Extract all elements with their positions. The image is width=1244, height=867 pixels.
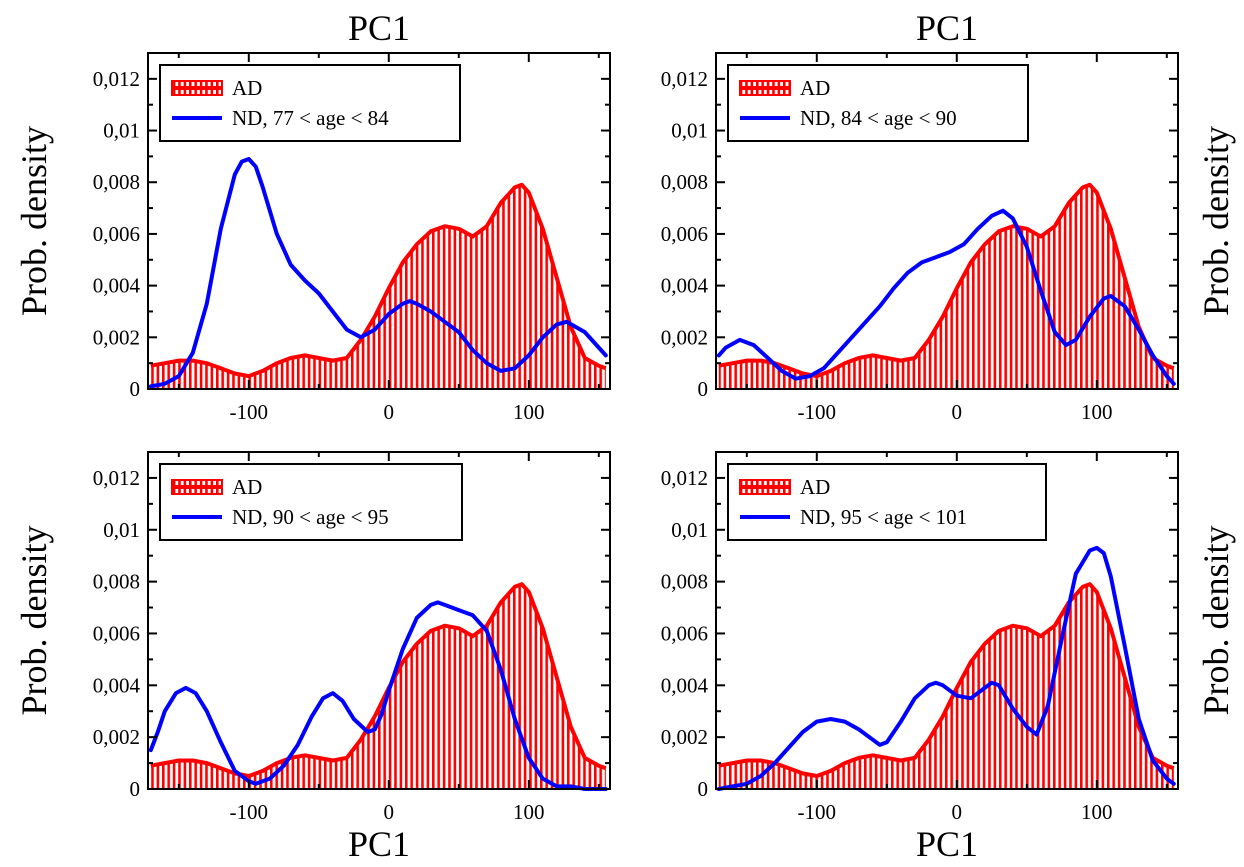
- legend: AD ND, 95 < age < 101: [727, 463, 1047, 541]
- y-tick-label: 0,01: [103, 119, 140, 143]
- nd-line: [716, 545, 1176, 791]
- x-tick-label: 0: [384, 800, 395, 824]
- x-tick-label: -100: [230, 400, 269, 424]
- x-axis-label: PC1: [348, 824, 410, 864]
- nd-line: [148, 600, 608, 791]
- y-tick-label: 0,008: [93, 170, 140, 194]
- y-tick-label: 0,002: [93, 725, 140, 749]
- chart-panel-3: 0 0,002 0,004 0,006 0,008 0,01 0,012 -100 0 100 PC…: [14, 451, 611, 864]
- chart-title: PC1: [348, 8, 410, 48]
- legend-ad-label: AD: [232, 475, 262, 499]
- y-tick-label: 0,002: [661, 325, 708, 349]
- y-tick-label: 0,008: [661, 570, 708, 594]
- plot-frame: [147, 52, 611, 390]
- y-tick-label: 0,006: [93, 222, 140, 246]
- plot-frame: [147, 451, 611, 790]
- y-tick-label: 0,008: [661, 170, 708, 194]
- ad-area: [150, 184, 606, 389]
- legend-box: [159, 463, 463, 541]
- x-tick-label: -100: [798, 800, 837, 824]
- y-tick-label: 0,004: [661, 673, 709, 697]
- legend-nd-label: ND, 84 < age < 90: [800, 106, 957, 130]
- x-tick-label: -100: [230, 800, 269, 824]
- y-tick-label: 0,01: [671, 518, 708, 542]
- y-tick-label: 0: [130, 777, 141, 801]
- chart-panel-1: 0 0,002 0,004 0,006 0,008 0,01 0,012 -100 0 100 PC…: [14, 8, 611, 424]
- y-axis-label: Prob. density: [14, 126, 54, 316]
- ad-line: [150, 182, 607, 379]
- legend-ad-label: AD: [800, 475, 830, 499]
- plot-frame: [715, 52, 1179, 390]
- ad-area: [150, 584, 606, 789]
- y-tick-label: 0,012: [93, 67, 140, 91]
- y-tick-label: 0: [130, 377, 141, 401]
- legend-nd-label: ND, 90 < age < 95: [232, 505, 389, 529]
- x-axis-label: PC1: [916, 824, 978, 864]
- legend-box: [727, 463, 1047, 541]
- y-tick-label: 0,01: [103, 518, 140, 542]
- x-tick-label: 100: [513, 400, 545, 424]
- legend-nd-label: ND, 77 < age < 84: [232, 106, 389, 130]
- y-axis-label: Prob. density: [1196, 126, 1236, 316]
- chart-panel-4: 0 0,002 0,004 0,006 0,008 0,01 0,012 -100 0 100 PC…: [661, 451, 1236, 864]
- x-tick-label: 0: [952, 800, 963, 824]
- x-tick-label: 0: [952, 400, 963, 424]
- legend-box: [159, 64, 461, 142]
- y-tick-label: 0,012: [93, 466, 140, 490]
- ad-line: [718, 182, 1175, 379]
- y-tick-label: 0,01: [671, 119, 708, 143]
- y-tick-label: 0,006: [93, 621, 140, 645]
- legend-ad-label: AD: [800, 76, 830, 100]
- legend-ad-label: AD: [232, 76, 262, 100]
- legend-box: [727, 64, 1029, 142]
- legend: AD ND, 77 < age < 84: [159, 64, 461, 142]
- y-tick-label: 0: [698, 777, 709, 801]
- y-axis-label: Prob. density: [1196, 525, 1236, 715]
- legend: AD ND, 84 < age < 90: [727, 64, 1029, 142]
- nd-line: [716, 208, 1176, 386]
- plot-frame: [715, 451, 1179, 790]
- ad-line: [718, 582, 1175, 778]
- y-tick-label: 0,004: [661, 274, 709, 298]
- legend: AD ND, 90 < age < 95: [159, 463, 463, 541]
- y-tick-label: 0,002: [93, 325, 140, 349]
- x-tick-label: 100: [513, 800, 545, 824]
- x-tick-label: -100: [798, 400, 837, 424]
- y-tick-label: 0,004: [93, 274, 141, 298]
- y-tick-label: 0,002: [661, 725, 708, 749]
- y-tick-label: 0: [698, 377, 709, 401]
- chart-panel-2: 0 0,002 0,004 0,006 0,008 0,01 0,012 -100 0 100 PC…: [661, 8, 1236, 424]
- x-tick-label: 100: [1081, 800, 1113, 824]
- y-tick-label: 0,008: [93, 570, 140, 594]
- y-tick-label: 0,012: [661, 67, 708, 91]
- nd-line: [148, 157, 608, 389]
- ad-area: [718, 584, 1174, 789]
- y-tick-label: 0,012: [661, 466, 708, 490]
- legend-nd-label: ND, 95 < age < 101: [800, 505, 967, 529]
- y-tick-label: 0,006: [661, 222, 708, 246]
- x-tick-label: 0: [384, 400, 395, 424]
- chart-title: PC1: [916, 8, 978, 48]
- y-tick-label: 0,004: [93, 673, 141, 697]
- x-tick-label: 100: [1081, 400, 1113, 424]
- y-axis-label: Prob. density: [14, 525, 54, 715]
- y-tick-label: 0,006: [661, 621, 708, 645]
